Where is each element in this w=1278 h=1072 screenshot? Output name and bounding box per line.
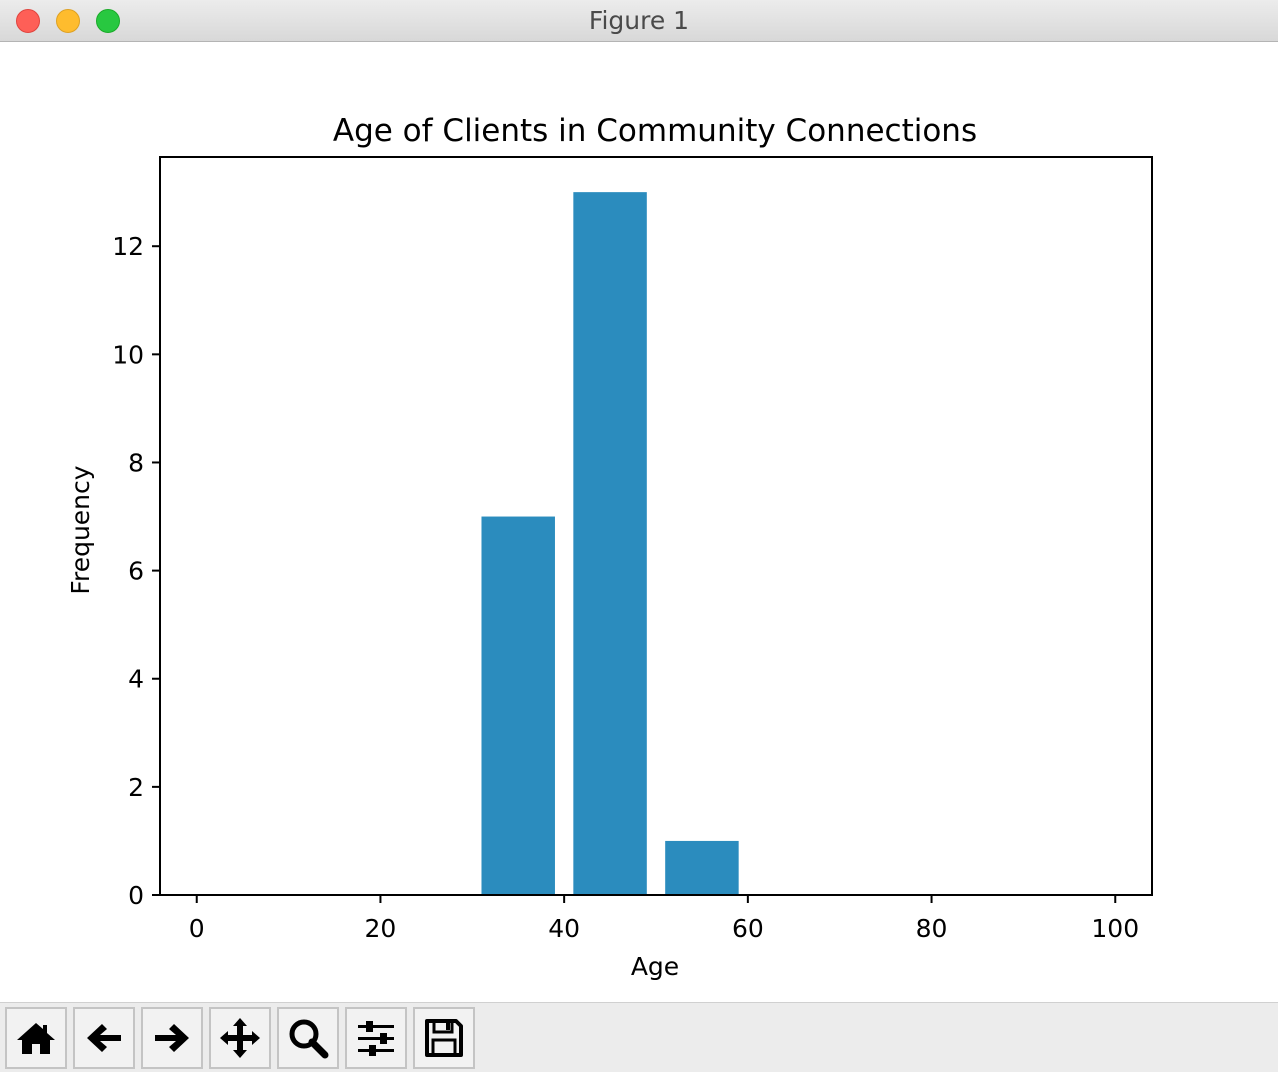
window-title: Figure 1 — [588, 6, 690, 35]
save-button[interactable] — [413, 1007, 475, 1069]
y-tick-label-1: 2 — [128, 773, 144, 802]
maximize-window-button[interactable] — [96, 9, 120, 33]
sliders-icon — [358, 1021, 394, 1056]
chart-title: Age of Clients in Community Connections — [333, 113, 977, 149]
x-tick-label-5: 100 — [1091, 914, 1139, 943]
home-icon — [17, 1023, 55, 1054]
bar-1 — [573, 192, 647, 896]
back-button[interactable] — [73, 1007, 135, 1069]
axes-frame — [159, 156, 1153, 896]
y-axis-ticks: 0 2 4 6 8 10 12 — [112, 232, 160, 910]
floppy-disk-icon — [425, 1019, 463, 1057]
forward-button[interactable] — [141, 1007, 203, 1069]
x-axis-label: Age — [631, 952, 679, 981]
y-axis-label: Frequency — [66, 465, 95, 594]
figure-canvas: Age of Clients in Community Connections … — [66, 113, 1153, 981]
y-tick-label-0: 0 — [128, 881, 144, 910]
x-tick-label-4: 80 — [916, 914, 948, 943]
bars-group — [481, 192, 739, 896]
y-tick-label-6: 12 — [112, 232, 144, 261]
minimize-window-button[interactable] — [56, 9, 80, 33]
configure-subplots-button[interactable] — [345, 1007, 407, 1069]
x-tick-label-3: 60 — [732, 914, 764, 943]
navigation-toolbar — [0, 1002, 1278, 1072]
y-tick-label-3: 6 — [128, 557, 144, 586]
x-tick-label-0: 0 — [189, 914, 205, 943]
y-tick-label-2: 4 — [128, 665, 144, 694]
close-window-button[interactable] — [16, 9, 40, 33]
zoom-button[interactable] — [277, 1007, 339, 1069]
magnifier-icon — [289, 1019, 329, 1059]
move-icon — [220, 1018, 260, 1058]
arrow-left-icon — [87, 1024, 121, 1052]
bar-0 — [481, 516, 555, 895]
x-axis-ticks: 0 20 40 60 80 100 — [189, 895, 1139, 943]
x-tick-label-2: 40 — [548, 914, 580, 943]
bar-2 — [665, 840, 739, 895]
x-tick-label-1: 20 — [365, 914, 397, 943]
arrow-right-icon — [155, 1024, 189, 1052]
window-titlebar: Figure 1 — [0, 0, 1278, 42]
home-button[interactable] — [5, 1007, 67, 1069]
pan-button[interactable] — [209, 1007, 271, 1069]
y-tick-label-4: 8 — [128, 448, 144, 477]
y-tick-label-5: 10 — [112, 340, 144, 369]
